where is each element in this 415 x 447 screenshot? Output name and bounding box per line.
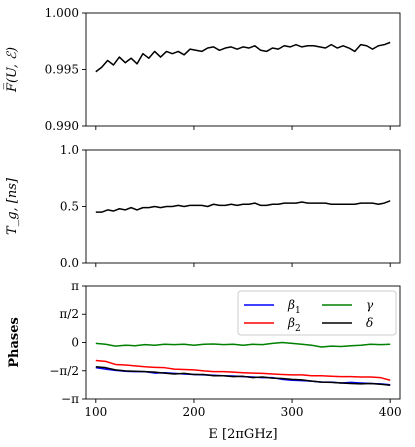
legend-entry-β2: β2 [287, 316, 301, 334]
legend-subscript: 1 [295, 306, 301, 316]
legend-entry-γ: γ [366, 298, 374, 312]
x-tick-label: 200 [182, 405, 205, 419]
panel-phases: π π/2 0 −π/2 −π 100 200 300 400 Phases E [2πGHz] β1… [7, 279, 402, 442]
x-tick-label: 300 [281, 405, 304, 419]
legend-box [237, 290, 397, 336]
y-tick-label: π/2 [59, 307, 79, 321]
series-line-γ [95, 341, 391, 348]
series-line-main [95, 41, 391, 73]
series-line-main [95, 200, 391, 213]
series-line-δ [95, 366, 391, 387]
x-tick-label: 100 [84, 405, 107, 419]
y-tick-label: 0 [71, 336, 79, 350]
y-axis-label: F̅(U, ℰ) [4, 47, 20, 93]
y-axis-label: T_g, [ns] [5, 177, 20, 235]
y-tick-label: 0.990 [45, 119, 79, 133]
panel-gate-time: 1.0 0.5 0.0 T_g, [ns] [5, 143, 401, 270]
y-tick-label: −π [61, 392, 79, 406]
legend-entry-β1: β1 [287, 298, 301, 316]
legend-subscript: 2 [295, 324, 301, 334]
legend-symbol: δ [366, 316, 373, 330]
axes-frame [85, 12, 401, 127]
y-tick-label: 1.0 [60, 143, 79, 157]
panel-fidelity: 1.000 0.995 0.990 F̅(U, ℰ) [4, 6, 401, 133]
legend-symbol: γ [366, 298, 374, 312]
x-axis-label: E [2πGHz] [208, 427, 277, 442]
y-tick-label: 1.000 [45, 6, 79, 20]
y-axis-label: Phases [7, 317, 22, 368]
legend-symbol: β [287, 298, 295, 312]
axes-frame [85, 149, 401, 264]
legend-symbol: β [287, 316, 295, 330]
y-tick-label: −π/2 [49, 364, 79, 378]
y-tick-label: π [71, 279, 79, 293]
y-tick-label: 0.995 [45, 63, 79, 77]
y-tick-label: 0.0 [60, 256, 79, 270]
y-tick-label: 0.5 [60, 200, 79, 214]
series-line-β2 [95, 359, 391, 381]
x-tick-label: 400 [379, 405, 402, 419]
legend-entry-δ: δ [366, 316, 373, 330]
